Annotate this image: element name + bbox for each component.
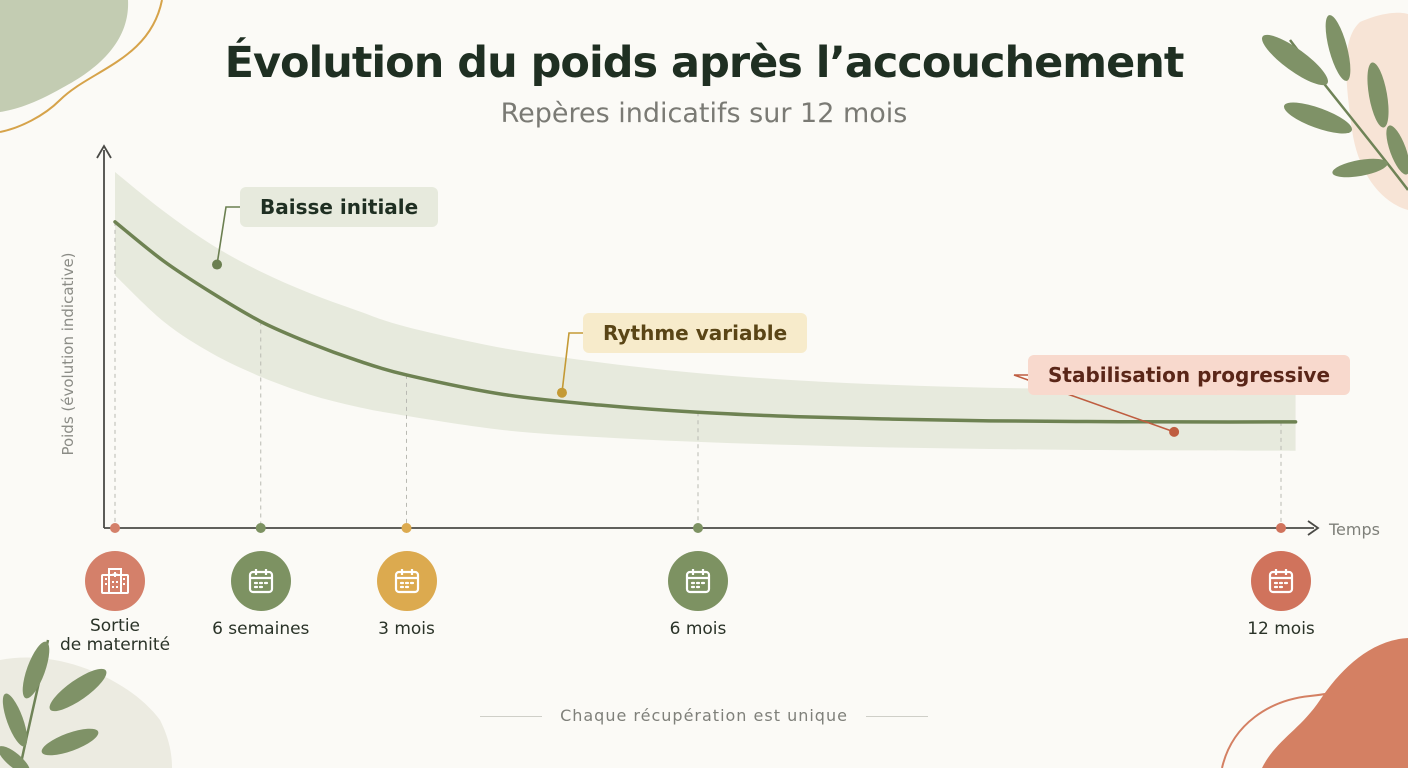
milestone-label-line: de maternité: [59, 635, 171, 655]
milestone-label-line: 6 mois: [669, 619, 727, 639]
hospital-icon: [98, 564, 132, 598]
milestone-label-1: 6 semaines: [171, 620, 351, 639]
milestone-label-line: 3 mois: [378, 619, 435, 639]
annotation-leader-0: [216, 206, 240, 265]
milestone-label-3: 6 mois: [608, 620, 788, 639]
footer-note: Chaque récupération est unique: [560, 706, 848, 725]
milestone-label-0: Sortie de maternité: [25, 617, 205, 655]
milestone-marker-0: [85, 551, 145, 611]
x-axis-tick-3: [693, 523, 703, 533]
page-title: Évolution du poids après l’accouchement: [224, 38, 1185, 88]
milestone-marker-3: [668, 551, 728, 611]
y-axis-label: Poids (évolution indicative): [59, 252, 77, 456]
milestone-label-4: 12 mois: [1191, 620, 1371, 639]
annotation-callout-2: Stabilisation progressive: [1028, 355, 1351, 395]
x-axis-tick-4: [1276, 523, 1286, 533]
top-left-swirl: [0, 0, 163, 133]
x-axis-arrow: [1307, 520, 1320, 536]
top-right-leaf-branch: [1261, 15, 1408, 191]
calendar-icon: [1265, 565, 1297, 597]
annotation-leader-1: [561, 332, 583, 393]
x-axis-tick-2: [401, 523, 412, 533]
milestone-label-line: Sortie: [89, 616, 141, 636]
footer-divider-left: [480, 716, 542, 717]
milestone-label-line: 6 semaines: [212, 619, 310, 639]
x-axis-tick-1: [255, 523, 266, 533]
x-axis-label: Temps: [1329, 520, 1380, 539]
bottom-left-leaf-branch: [0, 639, 107, 768]
annotation-leader-2: [1013, 374, 1175, 433]
x-axis-tick-0: [110, 523, 120, 533]
page-subtitle: Repères indicatifs sur 12 mois: [500, 98, 908, 129]
milestone-label-2: 3 mois: [317, 620, 497, 639]
y-axis-arrow: [96, 144, 112, 159]
top-left-blob: [0, 0, 129, 112]
variability-band: [115, 172, 1296, 451]
annotation-dot-0: [212, 259, 223, 270]
annotation-dot-1: [556, 387, 567, 398]
footer-divider-right: [866, 716, 928, 717]
weight-curve: [113, 220, 1298, 424]
milestone-label-line: 12 mois: [1247, 619, 1315, 639]
annotation-callout-1: Rythme variable: [583, 313, 808, 353]
bottom-left-blob: [0, 657, 172, 768]
annotation-callout-0: Baisse initiale: [240, 187, 439, 227]
bottom-right-blob: [1262, 638, 1408, 768]
milestone-marker-2: [376, 551, 437, 611]
calendar-icon: [391, 565, 423, 597]
calendar-icon: [682, 565, 714, 597]
annotation-dot-2: [1169, 426, 1180, 437]
milestone-marker-4: [1251, 551, 1311, 611]
milestone-marker-1: [230, 551, 291, 611]
calendar-icon: [245, 565, 277, 597]
bottom-right-swirl: [1221, 661, 1408, 768]
